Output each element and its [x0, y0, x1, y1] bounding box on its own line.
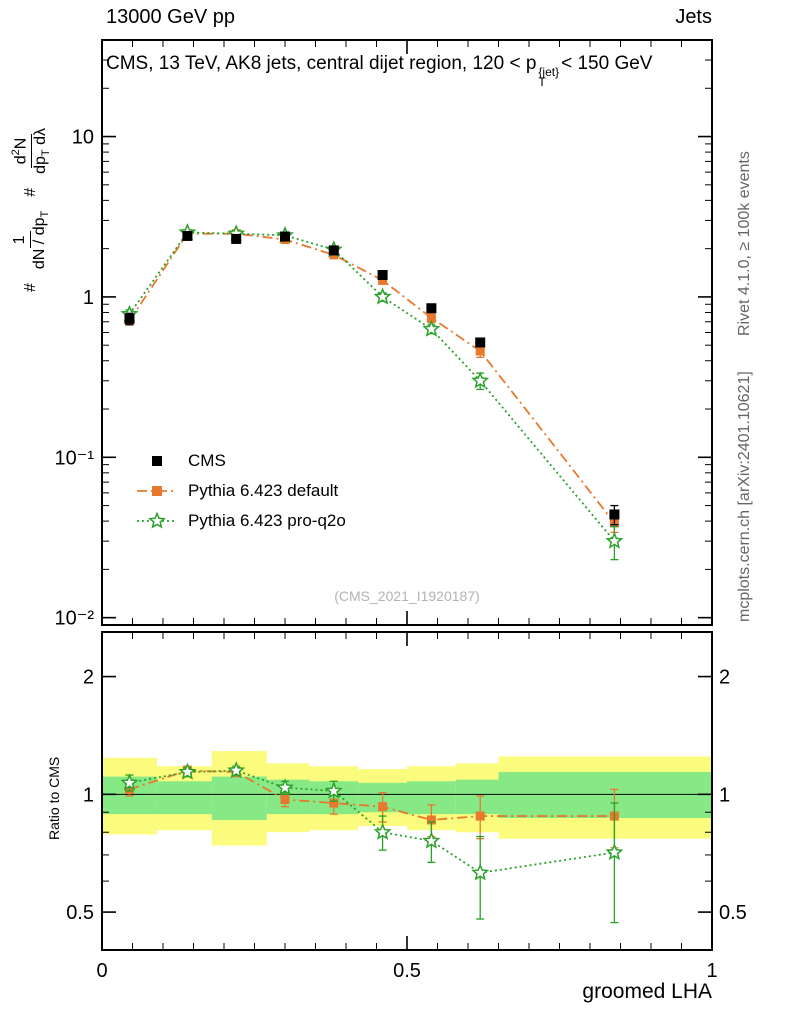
data-marker: [475, 811, 485, 821]
data-marker: [328, 245, 339, 256]
main-y-tick-label: 1: [83, 287, 94, 309]
data-marker: [471, 371, 490, 389]
main-frame: [101, 39, 713, 626]
ratio-band-green: [156, 781, 212, 815]
axes: 10 1 10⁻¹ 10⁻² 2 2 1 1 0.5 0.5 0 0.5 1: [55, 39, 747, 982]
main-y-tick-label: 10⁻¹: [55, 447, 95, 469]
series: [120, 223, 624, 924]
ratio-y-axis-label: Ratio to CMS: [46, 756, 62, 840]
process-group-label: Jets: [675, 6, 712, 28]
data-marker: [231, 233, 242, 244]
fraction-2-numerator: d2N: [10, 133, 32, 169]
legend-item-pythia-proq2o: Pythia 6.423 pro-q2o: [134, 506, 346, 536]
cms-marker-icon: [152, 456, 162, 466]
hash-symbol: #: [22, 187, 40, 197]
ratio-y-tick-label-right: 1: [719, 784, 730, 806]
legend-item-pythia-default: Pythia 6.423 default: [134, 476, 346, 506]
data-marker: [324, 781, 343, 799]
ratio-band-green: [498, 772, 712, 818]
fraction-2-denominator: dpT dλ: [31, 127, 52, 174]
data-marker: [475, 346, 485, 356]
data-marker: [373, 822, 392, 840]
data-marker: [605, 843, 624, 861]
data-marker: [475, 337, 486, 348]
data-marker: [329, 798, 339, 808]
data-marker: [377, 269, 388, 280]
ratio-band-green: [455, 779, 499, 815]
data-marker: [422, 319, 441, 337]
main-y-tick-label: 10⁻²: [55, 608, 95, 630]
series-line: [128, 231, 616, 542]
legend-label-pythia-proq2o: Pythia 6.423 pro-q2o: [188, 511, 346, 530]
plot-title: CMS, 13 TeV, AK8 jets, central dijet reg…: [106, 53, 653, 89]
data-marker: [178, 762, 197, 780]
title-superscript: {jet}: [538, 65, 560, 79]
data-marker: [609, 509, 620, 520]
main-y-axis-label: # 1 dN / dpT # d2N dpT dλ: [10, 124, 53, 292]
ratio-y-tick-label-left: 2: [83, 667, 94, 689]
data-marker: [373, 287, 392, 305]
legend: CMS Pythia 6.423 default Pythia 6.423 pr…: [134, 446, 346, 536]
legend-label-cms: CMS: [188, 451, 226, 470]
data-marker: [605, 531, 624, 549]
ratio-band-green: [211, 776, 267, 820]
pt-jet-supsub: {jet} T: [538, 65, 560, 89]
ratio-bands: [102, 751, 712, 846]
analysis-watermark: (CMS_2021_I1920187): [334, 588, 480, 604]
data-marker: [120, 773, 139, 791]
pythia-default-marker-icon: [137, 486, 177, 496]
data-marker: [426, 303, 437, 314]
data-marker: [426, 313, 436, 323]
pythia-proq2o-marker-icon: [137, 511, 177, 529]
mcplots-arxiv-label: mcplots.cern.ch [arXiv:2401.10621]: [736, 371, 753, 622]
data-marker: [280, 231, 290, 242]
fraction-1-numerator: 1: [11, 231, 31, 249]
series-pythia-default: [124, 229, 619, 849]
fraction-1: 1 dN / dpT: [11, 207, 51, 273]
x-tick-label: 0.5: [393, 960, 421, 982]
main-y-tick-label: 10: [72, 127, 94, 149]
data-marker: [422, 831, 441, 849]
x-axis-label: groomed LHA: [582, 980, 712, 1003]
x-tick-label: 1: [706, 960, 717, 982]
ratio-y-tick-label-right: 0.5: [719, 902, 747, 924]
data-marker: [276, 778, 294, 796]
fraction-1-denominator: dN / dpT: [30, 210, 51, 270]
data-marker: [426, 815, 436, 825]
data-marker: [182, 230, 193, 241]
data-marker: [378, 802, 388, 812]
hash-symbol: #: [22, 283, 40, 292]
ratio-y-tick-label-right: 2: [719, 667, 730, 689]
data-marker: [124, 313, 135, 324]
title-text-post: < 150 GeV: [561, 53, 653, 74]
legend-item-cms: CMS: [134, 446, 346, 476]
data-marker: [280, 795, 290, 805]
x-tick-label: 0: [96, 960, 107, 982]
rivet-version-label: Rivet 4.1.0, ≥ 100k events: [736, 151, 753, 336]
beam-energy-label: 13000 GeV pp: [106, 6, 235, 28]
series-cms: [124, 230, 620, 526]
data-marker: [471, 863, 490, 881]
data-marker: [378, 275, 388, 285]
data-marker: [227, 761, 246, 779]
fraction-2: d2N dpT dλ: [10, 124, 53, 178]
ratio-y-tick-label-left: 0.5: [66, 902, 94, 924]
legend-label-pythia-default: Pythia 6.423 default: [188, 481, 339, 500]
title-text: CMS, 13 TeV, AK8 jets, central dijet reg…: [106, 53, 537, 74]
title-subscript: T: [538, 75, 546, 89]
ratio-y-tick-label-left: 1: [83, 784, 94, 806]
series-line: [129, 769, 615, 874]
